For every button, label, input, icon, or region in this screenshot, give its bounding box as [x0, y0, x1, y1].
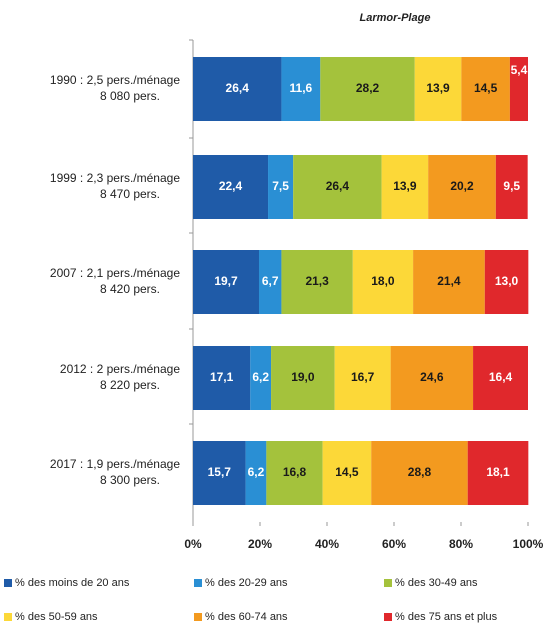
y-tick-label: 8 300 pers.	[100, 473, 160, 487]
bar-segment	[293, 155, 382, 219]
data-label: 28,8	[408, 465, 432, 479]
bar-segment	[473, 346, 528, 410]
bar-segment	[413, 250, 485, 314]
bar-segment	[268, 155, 294, 219]
bar-segment	[467, 441, 529, 505]
x-tick-label: 0%	[184, 537, 202, 551]
bar-segment	[250, 346, 272, 410]
x-tick-label: 80%	[449, 537, 473, 551]
data-label: 20,2	[450, 179, 474, 193]
legend-label: % des moins de 20 ans	[15, 577, 130, 589]
bar-segment	[320, 57, 415, 121]
data-label: 26,4	[226, 81, 250, 95]
bar-segment	[381, 155, 429, 219]
y-tick-label: 2017 : 1,9 pers./ménage	[50, 457, 180, 471]
legend-swatch	[194, 613, 202, 621]
x-tick-label: 100%	[513, 537, 544, 551]
y-tick-label: 1990 : 2,5 pers./ménage	[50, 73, 180, 87]
y-tick-label: 2007 : 2,1 pers./ménage	[50, 266, 180, 280]
data-label: 16,7	[351, 370, 375, 384]
bar-segment	[281, 250, 353, 314]
y-tick-label: 8 420 pers.	[100, 282, 160, 296]
bar-segment	[371, 441, 468, 505]
data-label: 15,7	[208, 465, 232, 479]
bar-segment	[245, 441, 267, 505]
data-label: 13,0	[495, 274, 519, 288]
bar-segment	[390, 346, 474, 410]
legend-label: % des 30-49 ans	[395, 577, 478, 589]
data-label: 21,4	[437, 274, 461, 288]
y-tick-label: 8 080 pers.	[100, 89, 160, 103]
bar-segment	[495, 155, 528, 219]
legend-label: % des 75 ans et plus	[395, 611, 498, 623]
data-label: 9,5	[503, 179, 520, 193]
x-tick-label: 40%	[315, 537, 339, 551]
bar-segment	[352, 250, 414, 314]
legend-swatch	[4, 613, 12, 621]
data-label: 16,8	[283, 465, 307, 479]
bar-segment	[414, 57, 462, 121]
bar-segment	[334, 346, 391, 410]
data-label: 11,6	[290, 81, 313, 95]
chart-title: Larmor-Plage	[360, 12, 431, 24]
legend-swatch	[384, 613, 392, 621]
bar-segment	[193, 346, 251, 410]
bar-segment	[193, 155, 269, 219]
data-label: 22,4	[219, 179, 243, 193]
legend-label: % des 50-59 ans	[15, 611, 98, 623]
bar-segment	[428, 155, 496, 219]
bar-segment	[271, 346, 335, 410]
data-label: 5,4	[511, 63, 528, 77]
data-label: 17,1	[210, 370, 234, 384]
bar-segment	[258, 250, 282, 314]
bar-segment	[509, 57, 528, 121]
legend-swatch	[194, 579, 202, 587]
data-label: 13,9	[393, 179, 417, 193]
data-label: 6,2	[252, 370, 269, 384]
bar-segment	[484, 250, 529, 314]
legend-swatch	[384, 579, 392, 587]
data-label: 28,2	[356, 81, 380, 95]
x-tick-label: 20%	[248, 537, 272, 551]
legend-label: % des 20-29 ans	[205, 577, 288, 589]
y-tick-label: 8 470 pers.	[100, 187, 160, 201]
y-tick-label: 8 220 pers.	[100, 378, 160, 392]
bar-segment	[193, 250, 259, 314]
data-label: 24,6	[420, 370, 444, 384]
bar-segment	[266, 441, 323, 505]
legend-swatch	[4, 579, 12, 587]
data-label: 14,5	[474, 81, 498, 95]
y-tick-label: 2012 : 2 pers./ménage	[60, 362, 180, 376]
data-label: 21,3	[305, 274, 329, 288]
data-label: 6,2	[248, 465, 265, 479]
data-label: 18,0	[371, 274, 395, 288]
data-label: 6,7	[262, 274, 279, 288]
data-label: 13,9	[426, 81, 450, 95]
data-label: 18,1	[486, 465, 510, 479]
data-label: 14,5	[335, 465, 359, 479]
y-tick-label: 1999 : 2,3 pers./ménage	[50, 171, 180, 185]
data-label: 19,7	[214, 274, 238, 288]
bar-segment	[461, 57, 510, 121]
x-tick-label: 60%	[382, 537, 406, 551]
data-label: 26,4	[326, 179, 350, 193]
bar-segment	[322, 441, 372, 505]
data-label: 16,4	[489, 370, 513, 384]
bar-segment	[281, 57, 321, 121]
bar-segment	[193, 57, 282, 121]
data-label: 19,0	[291, 370, 315, 384]
bar-segment	[193, 441, 246, 505]
data-label: 7,5	[272, 179, 289, 193]
legend-label: % des 60-74 ans	[205, 611, 288, 623]
